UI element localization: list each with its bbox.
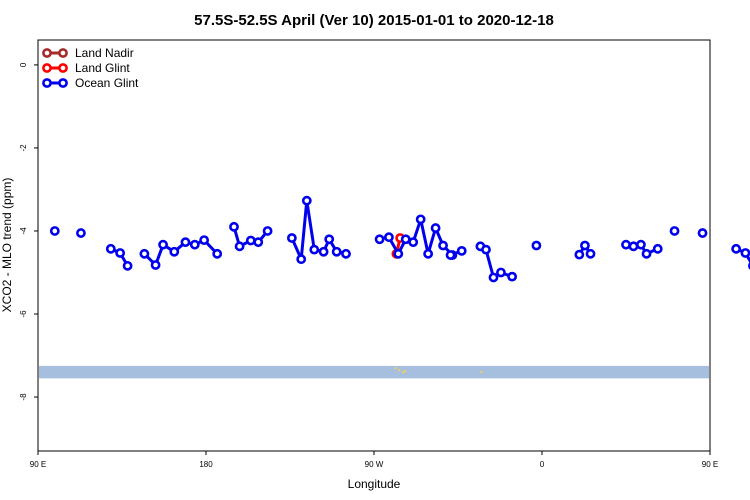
ocean-glint-point xyxy=(621,239,631,250)
y-tick-label: -8 xyxy=(19,393,28,401)
ocean-glint-point xyxy=(76,228,86,238)
ocean-glint-point xyxy=(115,248,126,258)
ocean-glint-point xyxy=(245,235,256,246)
ocean-glint-point xyxy=(445,250,456,260)
ocean-glint-point xyxy=(731,243,742,254)
legend-marker xyxy=(58,48,68,58)
chart-title: 57.5S-52.5S April (Ver 10) 2015-01-01 to… xyxy=(194,12,554,29)
ocean-glint-point xyxy=(580,240,590,251)
ocean-glint-point xyxy=(456,245,467,256)
ocean-glint-point xyxy=(430,223,441,233)
y-axis: 0 -2 -4 -6 -8 xyxy=(19,62,38,401)
x-axis-label: Longitude xyxy=(348,477,401,491)
legend-marker xyxy=(42,78,52,88)
ocean-glint-point xyxy=(331,246,342,257)
ocean-glint-point xyxy=(641,248,652,259)
land-fragment xyxy=(394,367,397,370)
ocean-glint-point xyxy=(301,195,312,206)
ocean-glint-point xyxy=(49,226,60,236)
ocean-glint-point xyxy=(309,244,320,255)
ocean-glint-point xyxy=(636,239,646,250)
legend-marker xyxy=(42,48,52,58)
ocean-glint-point xyxy=(229,221,239,232)
ocean-glint-point xyxy=(531,240,542,251)
y-axis-label: XCO2 - MLO trend (ppm) xyxy=(0,178,14,313)
ocean-glint-point xyxy=(199,235,210,246)
ocean-glint-point xyxy=(105,243,116,254)
x-tick-label: 180 xyxy=(199,460,213,469)
legend-label: Ocean Glint xyxy=(75,76,139,90)
ocean-glint-point xyxy=(496,267,506,278)
ocean-glint-point xyxy=(384,232,394,243)
ocean-glint-point xyxy=(286,233,297,243)
ocean-glint-point xyxy=(139,248,150,259)
ocean-glint-point xyxy=(481,244,491,255)
ocean-glint-point xyxy=(669,226,680,236)
ocean-glint-point xyxy=(324,234,335,245)
legend-label: Land Nadir xyxy=(75,46,134,60)
ocean-glint-point xyxy=(400,234,411,245)
y-tick-label: -6 xyxy=(19,310,28,318)
ocean-glint-point xyxy=(122,260,133,271)
x-tick-label: 90 E xyxy=(30,460,46,469)
ocean-glint-point xyxy=(341,248,351,259)
ocean-glint-point xyxy=(158,239,168,250)
land-fragment xyxy=(480,371,483,374)
y-tick-label: -4 xyxy=(19,227,28,235)
ocean-glint-point xyxy=(262,226,273,236)
y-tick-label: -2 xyxy=(19,144,28,152)
ocean-glint-point xyxy=(296,254,307,265)
series-layer xyxy=(49,195,750,283)
ocean-glint-point xyxy=(169,246,180,257)
ocean-glint-point xyxy=(374,234,385,245)
ocean-glint-point xyxy=(628,241,639,252)
ocean-glint-point xyxy=(438,240,448,251)
map-band xyxy=(39,365,709,379)
ocean-glint-point xyxy=(234,241,245,252)
ocean-glint-point xyxy=(408,237,419,248)
x-tick-label: 0 xyxy=(540,460,545,469)
ocean-glint-point xyxy=(507,271,518,282)
y-tick-label: 0 xyxy=(19,62,28,67)
legend-marker xyxy=(42,63,52,73)
x-tick-label: 90 E xyxy=(702,460,718,469)
legend-marker xyxy=(58,63,68,73)
ocean-glint-point xyxy=(253,237,264,248)
ocean-glint-point xyxy=(585,248,596,259)
ocean-glint-point xyxy=(415,214,426,225)
ocean-glint-point xyxy=(740,248,750,258)
map-band-layer xyxy=(39,365,709,379)
ocean-glint-point xyxy=(180,237,191,248)
land-fragment xyxy=(398,369,401,372)
land-fragment xyxy=(403,370,406,373)
legend-marker xyxy=(58,78,68,88)
x-tick-label: 90 W xyxy=(365,460,384,469)
ocean-glint-line xyxy=(379,217,454,257)
ocean-glint-point xyxy=(488,272,499,283)
ocean-glint-point xyxy=(189,239,200,250)
ocean-glint-point xyxy=(652,243,663,254)
ocean-glint-point xyxy=(212,248,223,259)
legend-label: Land Glint xyxy=(75,61,130,75)
ocean-glint-point xyxy=(150,260,161,270)
land-fragment xyxy=(402,371,404,374)
ocean-glint-point xyxy=(697,228,708,238)
ocean-glint-point xyxy=(574,249,585,260)
ocean-glint-point xyxy=(318,246,329,257)
plot-frame xyxy=(37,39,711,452)
ocean-glint-point xyxy=(393,248,404,259)
ocean-glint-point xyxy=(423,248,434,259)
x-axis: 90 E 180 90 W 0 90 E xyxy=(30,451,718,469)
